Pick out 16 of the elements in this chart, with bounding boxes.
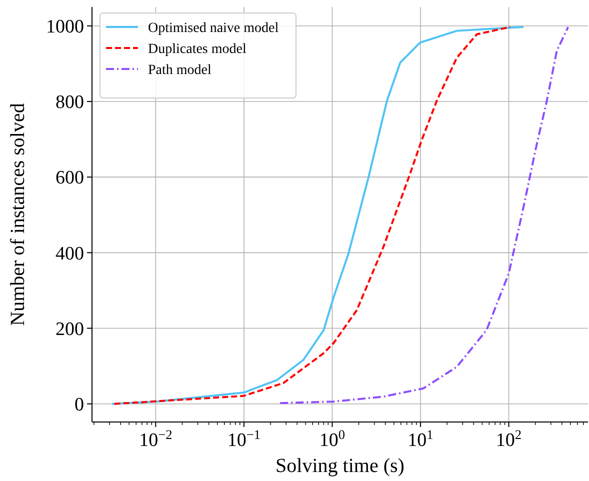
x-tick-label: 10$^{0}$ [319, 426, 346, 451]
y-tick-label: 1000 [46, 16, 84, 38]
y-tick-label: 200 [56, 318, 84, 340]
y-tick-label: 800 [56, 92, 84, 114]
legend-label: Path model [148, 62, 212, 78]
x-tick-label: 10$^{1}$ [408, 426, 434, 451]
y-tick-label: 600 [56, 168, 84, 189]
y-tick-label: 400 [56, 243, 84, 264]
y-tick-label: 0 [74, 394, 84, 416]
legend-label: Optimised naive model [148, 20, 279, 36]
x-tick-label: 10$^{2}$ [496, 426, 522, 451]
y-axis-title: Number of instances solved [7, 103, 29, 326]
x-axis-title: Solving time (s) [276, 455, 404, 477]
x-tick-label: 10$^{−1}$ [227, 426, 261, 451]
legend-label: Duplicates model [148, 42, 246, 57]
x-tick-label: 10$^{−2}$ [139, 426, 172, 451]
